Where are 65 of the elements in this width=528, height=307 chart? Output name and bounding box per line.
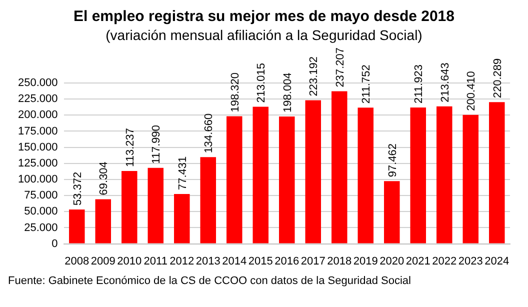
x-tick-label: 2013	[196, 255, 220, 268]
x-tick-label: 2009	[90, 255, 116, 268]
source-note: Fuente: Gabinete Económico de la CS de CCOO con datos de la Seguridad Social	[8, 275, 412, 287]
x-tick-label: 2008	[64, 255, 90, 268]
y-tick-label: 75.000	[24, 190, 58, 202]
y-tick-label: 50.000	[24, 206, 58, 218]
x-tick-label: 2024	[484, 255, 510, 268]
bar	[436, 106, 452, 244]
x-tick-label: 2011	[144, 255, 168, 268]
data-label: 77.431	[176, 156, 189, 190]
data-label: 198.004	[282, 72, 294, 112]
data-label: 113.237	[124, 128, 136, 167]
y-tick-label: 200.000	[18, 109, 58, 122]
y-tick-label: 100.000	[18, 174, 58, 186]
x-tick-label: 2010	[117, 255, 142, 268]
x-tick-label: 2020	[380, 255, 404, 268]
bar	[384, 181, 400, 244]
bar	[174, 194, 190, 244]
bar	[252, 106, 269, 244]
data-label: 134.660	[203, 113, 216, 154]
data-label: 237.207	[334, 47, 346, 88]
bar	[305, 100, 322, 244]
y-tick-label: 125.000	[18, 157, 58, 170]
data-label: 200.410	[466, 71, 478, 111]
bar	[332, 91, 348, 244]
x-tick-label: 2022	[432, 255, 457, 268]
x-tick-label: 2018	[327, 255, 352, 268]
data-label: 97.462	[386, 143, 399, 178]
bar	[226, 116, 242, 244]
data-label: 211.752	[360, 64, 373, 104]
y-tick-label: 25.000	[24, 222, 58, 234]
x-tick-label: 2017	[300, 255, 326, 268]
data-label: 69.304	[98, 162, 110, 196]
x-tick-label: 2015	[248, 255, 273, 268]
bar	[148, 168, 164, 244]
bar	[410, 107, 426, 244]
y-tick-label: 175.000	[18, 125, 58, 138]
x-tick-label: 2023	[458, 255, 483, 268]
bar	[200, 157, 216, 244]
data-label: 117.990	[150, 124, 163, 164]
data-label: 213.643	[439, 62, 452, 102]
x-tick-label: 2021	[406, 255, 430, 268]
y-tick-label: 225.000	[18, 93, 58, 106]
bar	[95, 199, 112, 244]
y-tick-label: 250.000	[18, 77, 58, 90]
y-tick-label: 0	[52, 238, 58, 250]
x-tick-label: 2012	[170, 255, 194, 268]
y-tick-label: 150.000	[18, 141, 58, 154]
data-label: 220.289	[492, 58, 504, 98]
data-label: 211.923	[413, 64, 426, 104]
bar	[279, 116, 295, 244]
x-tick-label: 2014	[222, 255, 247, 268]
chart-title: El empleo registra su mejor mes de mayo desde 2018	[72, 8, 456, 25]
data-label: 53.372	[72, 172, 84, 206]
data-label: 198.320	[229, 72, 242, 112]
bar	[122, 170, 138, 244]
bar	[358, 108, 374, 244]
chart-subtitle: (variación mensual afiliación a la Seguridad Social)	[104, 27, 424, 43]
bar	[462, 114, 478, 244]
data-label: 223.192	[308, 56, 320, 96]
x-tick-label: 2019	[353, 255, 378, 268]
x-tick-label: 2016	[274, 255, 300, 268]
bar	[69, 209, 85, 244]
bar	[489, 102, 505, 244]
data-label: 213.015	[256, 63, 268, 103]
